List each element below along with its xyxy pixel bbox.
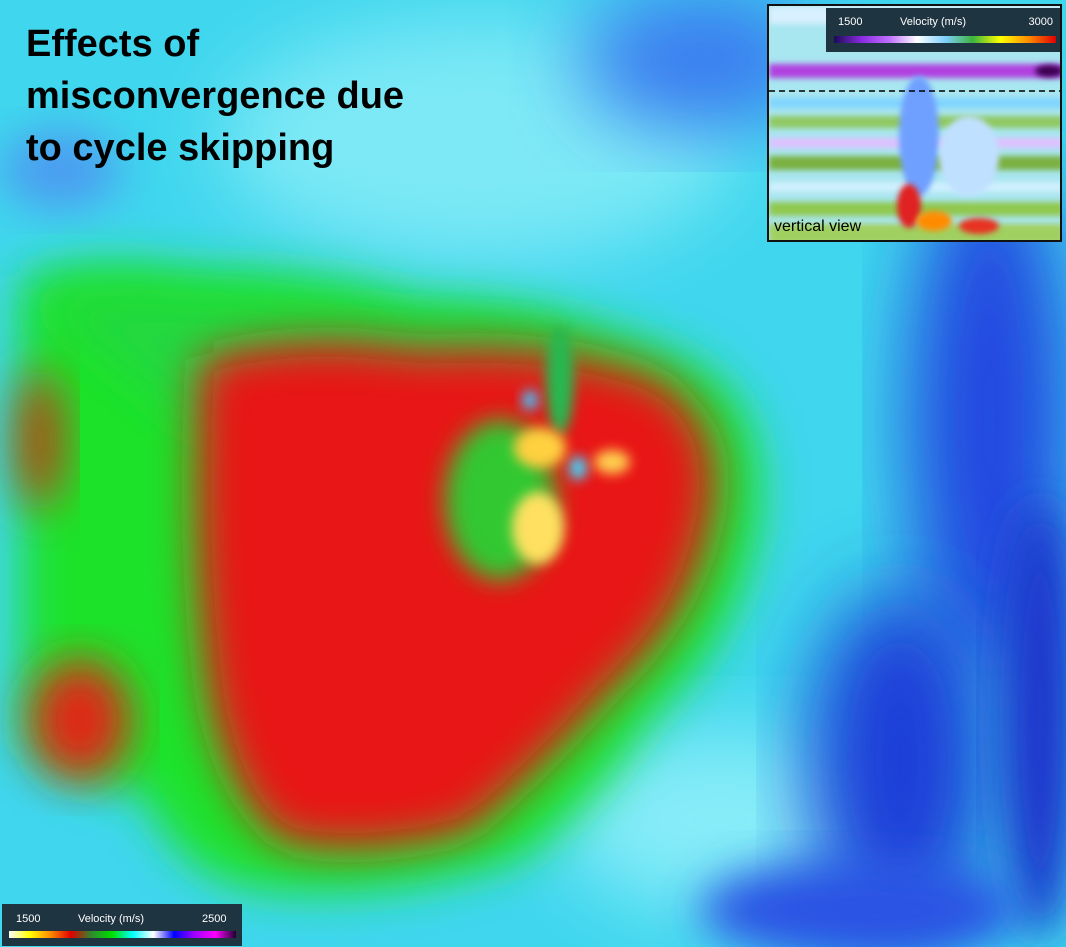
main-colorbar-ramp — [9, 931, 236, 938]
main-colorbar-max: 2500 — [202, 913, 227, 925]
inset-velocity-colorbar: 1500 Velocity (m/s) 3000 — [826, 8, 1060, 52]
vertical-view-inset: 1500 Velocity (m/s) 3000 vertical view — [767, 4, 1062, 242]
figure-title: Effects of misconvergence due to cycle s… — [26, 23, 405, 169]
inset-colorbar-min: 1500 — [838, 16, 863, 28]
inset-colorbar-max: 3000 — [1028, 16, 1053, 28]
inset-caption: vertical view — [774, 218, 862, 235]
main-colorbar-label: Velocity (m/s) — [78, 913, 145, 925]
inset-colorbar-ramp — [834, 36, 1056, 43]
main-velocity-colorbar: 1500 Velocity (m/s) 2500 — [2, 904, 242, 946]
inset-colorbar-label: Velocity (m/s) — [900, 16, 967, 28]
main-colorbar-min: 1500 — [16, 913, 41, 925]
